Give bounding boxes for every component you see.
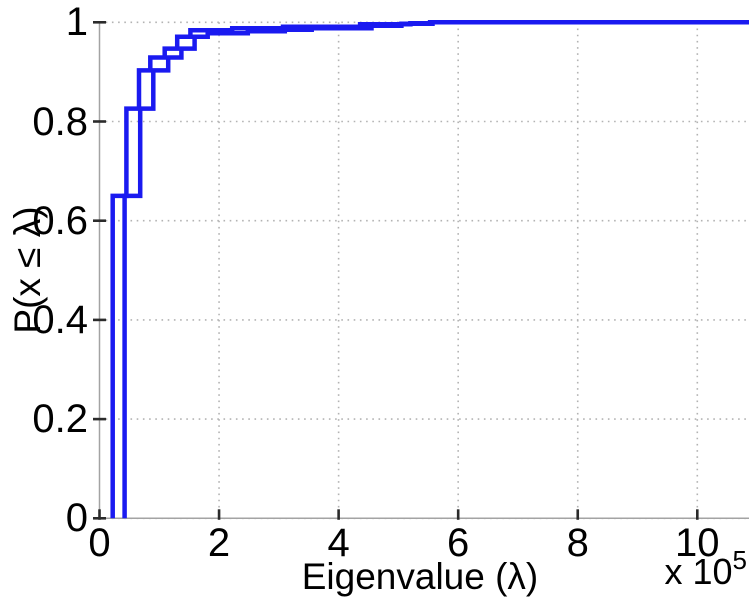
x-tick-label: 4 <box>327 521 350 565</box>
x-tick-label: 10 <box>675 521 720 565</box>
y-tick-label: 0.4 <box>32 297 88 342</box>
x-axis-label: Eigenvalue (λ) <box>301 556 539 597</box>
x-axis-scale-multiplier: x 105 <box>664 547 747 593</box>
y-axis-label: P(x ≤ λ) <box>7 206 48 334</box>
y-tick-label: 0.2 <box>32 397 88 442</box>
y-tick-label: 0.8 <box>32 99 88 144</box>
x-tick-label: 2 <box>207 521 231 565</box>
multiplier-exponent: 5 <box>732 545 747 575</box>
y-tick-label: 0 <box>65 496 88 541</box>
y-tick-label: 0.6 <box>32 198 88 243</box>
x-tick-label: 0 <box>88 521 111 565</box>
x-tick-label: 8 <box>566 521 589 565</box>
ecdf-curve-1 <box>110 20 749 519</box>
x-tick-label: 6 <box>447 521 470 565</box>
y-tick-label: 1 <box>65 0 88 45</box>
multiplier-base: x 10 <box>664 551 733 592</box>
ecdf-curve-2 <box>122 20 749 519</box>
